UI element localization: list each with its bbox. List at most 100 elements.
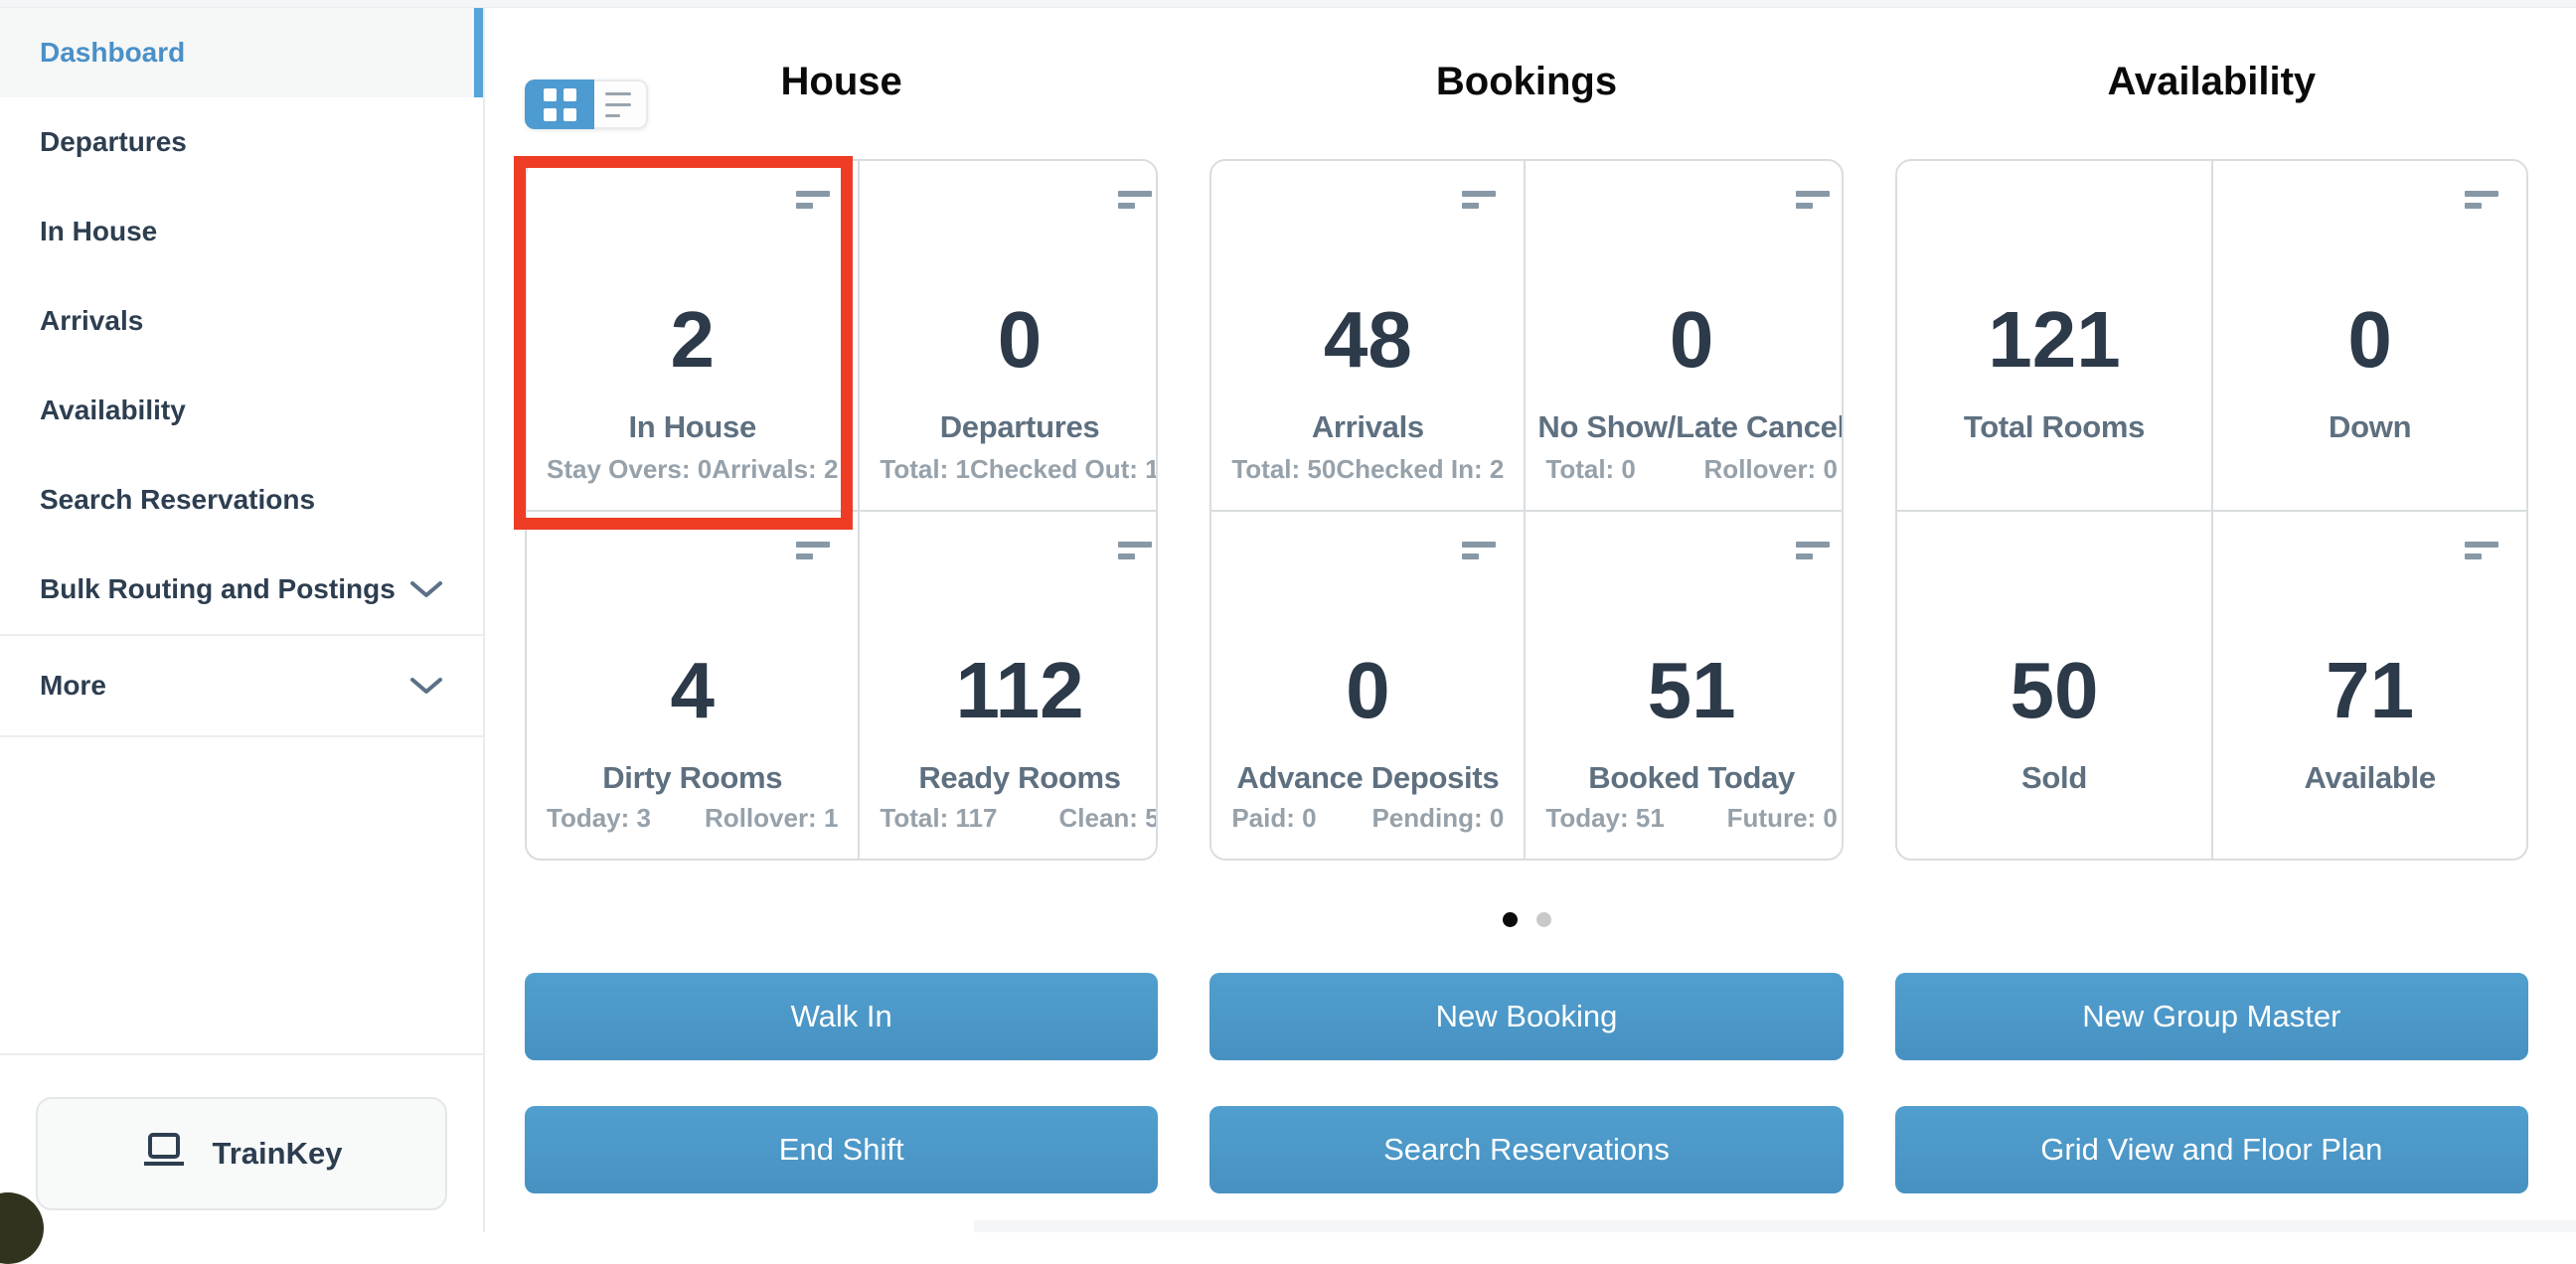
- stat-value: 0: [2347, 295, 2392, 384]
- sidebar-item-label: Departures: [40, 126, 187, 157]
- stat-label: Departures: [939, 409, 1100, 444]
- stat-substats: [1909, 454, 2200, 492]
- stat-substats: Total: 1 Checked Out: 1: [872, 454, 1159, 492]
- sidebar-item-label: Search Reservations: [40, 484, 316, 515]
- sidebar-item-label: Arrivals: [40, 305, 144, 336]
- lines-menu-icon[interactable]: [1462, 191, 1497, 209]
- substat-left: Paid: 0: [1231, 803, 1317, 833]
- stat-cell-sold[interactable]: 50 Sold: [1896, 510, 2212, 859]
- stat-cell-available[interactable]: 71 Available: [2211, 510, 2526, 859]
- sidebar-item-label: More: [40, 670, 106, 701]
- sidebar-item-in-house[interactable]: In House: [0, 187, 483, 276]
- search-reservations-button[interactable]: Search Reservations: [1209, 1106, 1844, 1193]
- stat-label: No Show/Late Cancel: [1537, 409, 1844, 444]
- stat-cell-down[interactable]: 0 Down: [2211, 161, 2526, 510]
- stat-value: 51: [1647, 646, 1736, 734]
- stat-label: Advance Deposits: [1236, 760, 1500, 795]
- substat-right: Future: 0: [1726, 803, 1838, 833]
- substat-left: Total: 50: [1231, 454, 1337, 484]
- walk-in-button[interactable]: Walk In: [525, 973, 1159, 1060]
- substat-right: Pending: 0: [1371, 803, 1505, 833]
- stat-cell-booked-today[interactable]: 51 Booked Today Today: 51 Future: 0: [1524, 510, 1842, 859]
- laptop-icon: [141, 1131, 187, 1177]
- sidebar-item-availability[interactable]: Availability: [0, 366, 483, 455]
- substat-right: Clean: 5: [1058, 803, 1159, 833]
- carousel-dots: [525, 912, 2528, 927]
- house-card: 2 In House Stay Overs: 0 Arrivals: 2 0 D…: [525, 159, 1159, 861]
- sidebar-item-label: In House: [40, 216, 158, 246]
- lines-menu-icon[interactable]: [1462, 542, 1497, 559]
- stat-substats: Today: 51 Future: 0: [1537, 803, 1841, 841]
- stat-value: 48: [1323, 295, 1412, 384]
- bookings-card: 48 Arrivals Total: 50 Checked In: 2 0 No…: [1209, 159, 1844, 861]
- stat-value: 112: [955, 646, 1084, 734]
- substat-left: Today: 51: [1545, 803, 1665, 833]
- lines-menu-icon[interactable]: [2464, 191, 2498, 209]
- stat-value: 2: [670, 295, 715, 384]
- sidebar-bottom-divider: [0, 1053, 483, 1055]
- lines-menu-icon[interactable]: [1117, 191, 1152, 209]
- carousel-dot-1[interactable]: [1502, 912, 1518, 927]
- sidebar-item-departures[interactable]: Departures: [0, 97, 483, 187]
- stat-cell-no-show-late-cancel[interactable]: 0 No Show/Late Cancel Total: 0 Rollover:…: [1524, 161, 1844, 510]
- stat-cell-advance-deposits[interactable]: 0 Advance Deposits Paid: 0 Pending: 0: [1211, 510, 1525, 859]
- stat-substats: Stay Overs: 0 Arrivals: 2: [539, 454, 846, 492]
- grid-view-floor-plan-button[interactable]: Grid View and Floor Plan: [1894, 1106, 2528, 1193]
- stat-value: 0: [997, 295, 1043, 384]
- stat-value: 0: [1669, 295, 1714, 384]
- stat-substats: Total: 50 Checked In: 2: [1223, 454, 1512, 492]
- stat-label: Ready Rooms: [918, 760, 1121, 795]
- sidebar-item-more[interactable]: More: [0, 636, 483, 735]
- new-booking-button[interactable]: New Booking: [1209, 973, 1844, 1060]
- stat-cell-total-rooms[interactable]: 121 Total Rooms: [1897, 161, 2212, 510]
- section-title-bookings: Bookings: [1435, 59, 1618, 103]
- section-title-house: House: [780, 59, 902, 103]
- sidebar-divider: [0, 634, 483, 636]
- stat-cell-arrivals[interactable]: 48 Arrivals Total: 50 Checked In: 2: [1211, 161, 1524, 510]
- stat-label: Booked Today: [1588, 760, 1795, 795]
- stat-label: In House: [628, 409, 756, 444]
- corner-widget-artifact: [0, 1192, 44, 1264]
- lines-menu-icon[interactable]: [1117, 542, 1152, 559]
- trainkey-button[interactable]: TrainKey: [36, 1097, 447, 1210]
- lines-menu-icon[interactable]: [1795, 542, 1830, 559]
- sidebar-item-label: Availability: [40, 395, 186, 425]
- stat-label: Available: [2304, 760, 2437, 795]
- stat-cell-ready-rooms[interactable]: 112 Ready Rooms Total: 117 Clean: 5: [858, 510, 1159, 859]
- substat-right: Rollover: 1: [705, 803, 839, 833]
- substat-left: Total: 0: [1545, 454, 1636, 484]
- lines-menu-icon[interactable]: [796, 191, 831, 209]
- stat-substats: Paid: 0 Pending: 0: [1223, 803, 1512, 841]
- grid-view-icon: [543, 87, 576, 121]
- sidebar-item-bulk-routing-and-postings[interactable]: Bulk Routing and Postings: [0, 545, 483, 634]
- lines-menu-icon[interactable]: [1795, 191, 1830, 209]
- new-group-master-button[interactable]: New Group Master: [1894, 973, 2528, 1060]
- stat-value: 50: [2010, 646, 2099, 734]
- stat-cell-dirty-rooms[interactable]: 4 Dirty Rooms Today: 3 Rollover: 1: [527, 510, 859, 859]
- substat-right: Checked Out: 1: [969, 454, 1159, 484]
- list-view-icon: [594, 84, 631, 125]
- stat-substats: Total: 117 Clean: 5: [872, 803, 1159, 841]
- sidebar-item-arrivals[interactable]: Arrivals: [0, 276, 483, 366]
- stat-label: Down: [2329, 409, 2412, 444]
- dashboard-main: House Bookings Availability 2 In House S…: [487, 8, 2576, 1232]
- sidebar-item-search-reservations[interactable]: Search Reservations: [0, 455, 483, 545]
- substat-left: Total: 117: [880, 803, 998, 833]
- lines-menu-icon[interactable]: [796, 542, 831, 559]
- section-title-availability: Availability: [2107, 59, 2317, 103]
- carousel-dot-2[interactable]: [1535, 912, 1551, 927]
- substat-left: Today: 3: [547, 803, 651, 833]
- stat-cell-departures[interactable]: 0 Departures Total: 1 Checked Out: 1: [858, 161, 1159, 510]
- sidebar-item-dashboard[interactable]: Dashboard: [0, 8, 483, 97]
- grid-view-button[interactable]: [525, 79, 594, 129]
- sidebar: Dashboard Departures In House Arrivals A…: [0, 8, 485, 1264]
- substat-right: Rollover: 0: [1703, 454, 1838, 484]
- end-shift-button[interactable]: End Shift: [525, 1106, 1159, 1193]
- stat-substats: [1909, 803, 2200, 841]
- lines-menu-icon[interactable]: [2464, 542, 2498, 559]
- stat-label: Sold: [2021, 760, 2087, 795]
- stat-value: 71: [2326, 646, 2415, 734]
- list-view-button[interactable]: [594, 79, 648, 129]
- stat-cell-in-house[interactable]: 2 In House Stay Overs: 0 Arrivals: 2: [527, 161, 858, 510]
- substat-left: Total: 1: [880, 454, 970, 484]
